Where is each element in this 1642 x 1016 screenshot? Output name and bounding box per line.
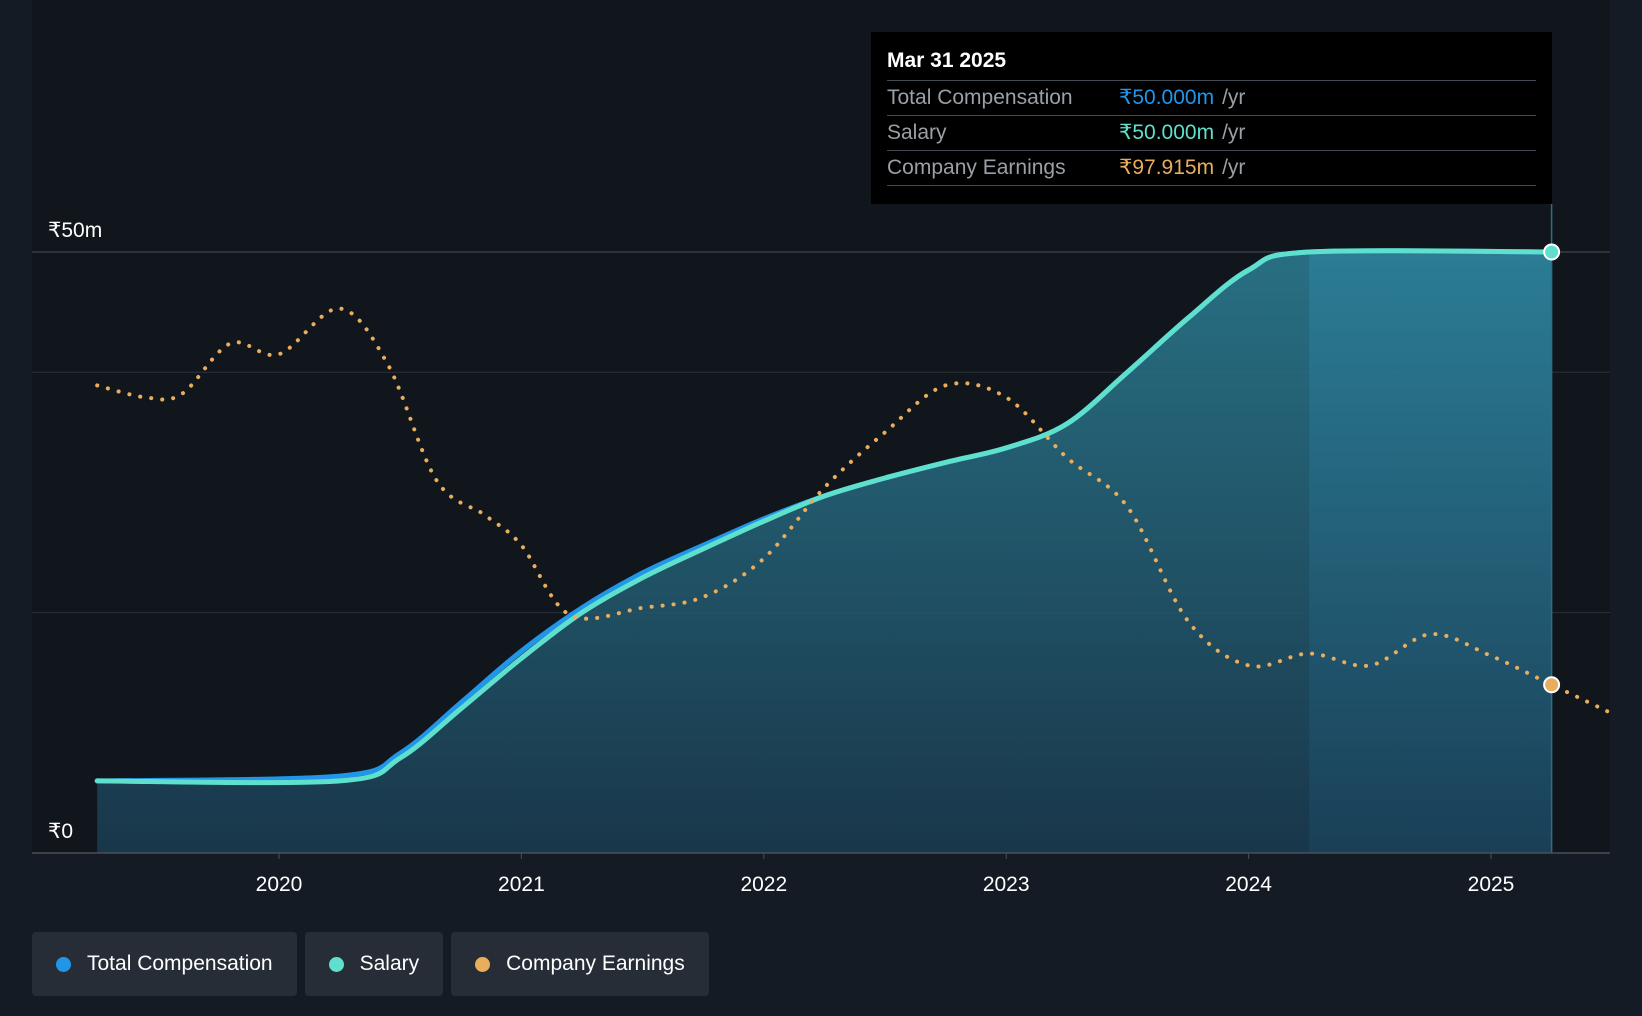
legend-label: Company Earnings	[506, 952, 685, 975]
y-tick-label: ₹0	[48, 820, 73, 843]
legend: Total Compensation Salary Company Earnin…	[32, 932, 709, 996]
tooltip-label: Salary	[887, 121, 947, 144]
tooltip-row-salary: Salary ₹50.000m /yr	[887, 116, 1536, 151]
legend-label: Total Compensation	[87, 952, 273, 975]
x-tick-label: 2020	[256, 873, 303, 896]
y-tick-label: ₹50m	[48, 219, 102, 242]
salary-line	[94, 248, 1555, 786]
tooltip-value: ₹50.000m	[1119, 121, 1215, 144]
tooltip-row-total-compensation: Total Compensation ₹50.000m /yr	[887, 81, 1536, 116]
tooltip-label: Total Compensation	[887, 86, 1073, 109]
tooltip-unit: /yr	[1222, 121, 1246, 144]
x-tick-label: 2023	[983, 873, 1030, 896]
x-tick-label: 2021	[498, 873, 545, 896]
legend-item-salary[interactable]: Salary	[304, 932, 444, 996]
tooltip-value: ₹50.000m	[1119, 86, 1215, 109]
tooltip-date: Mar 31 2025	[887, 46, 1536, 81]
earnings-marker	[1543, 676, 1561, 694]
legend-label: Salary	[359, 952, 420, 975]
tooltip-row-company-earnings: Company Earnings ₹97.915m /yr	[887, 151, 1536, 186]
x-tick-label: 2025	[1468, 873, 1515, 896]
tooltip: Mar 31 2025 Total Compensation ₹50.000m …	[871, 32, 1552, 204]
x-tick-label: 2024	[1225, 873, 1272, 896]
salary-marker	[1543, 243, 1561, 261]
tooltip-value: ₹97.915m	[1119, 156, 1215, 179]
highlight-band	[1309, 252, 1552, 853]
x-tick-label: 2022	[740, 873, 787, 896]
compensation-area	[97, 250, 1552, 853]
legend-dot-icon	[328, 956, 344, 972]
tooltip-unit: /yr	[1222, 86, 1246, 109]
legend-dot-icon	[475, 956, 491, 972]
tooltip-unit: /yr	[1222, 156, 1246, 179]
legend-dot-icon	[56, 956, 71, 972]
legend-item-company-earnings[interactable]: Company Earnings	[451, 932, 709, 996]
tooltip-label: Company Earnings	[887, 156, 1066, 179]
company-earnings-line	[95, 306, 1615, 716]
legend-item-total-compensation[interactable]: Total Compensation	[32, 932, 297, 996]
